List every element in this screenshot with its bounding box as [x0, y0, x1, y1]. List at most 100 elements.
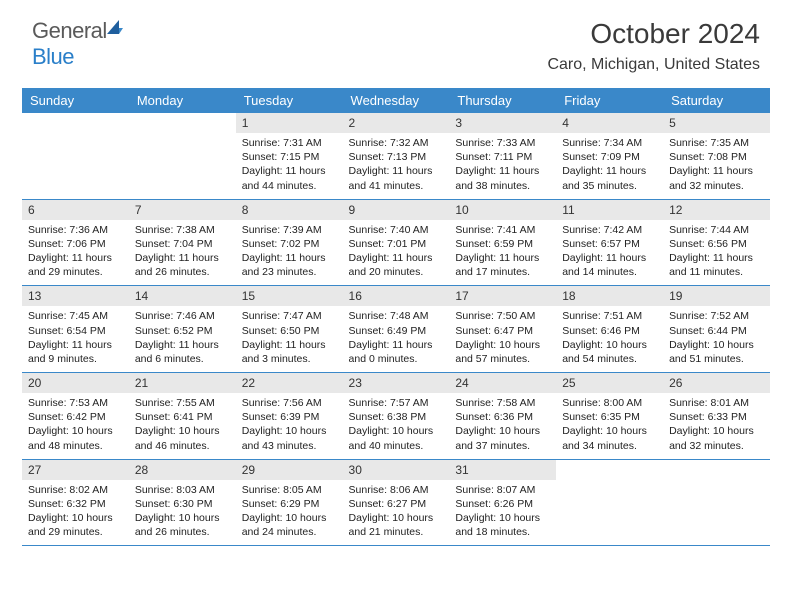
day-content-cell: Sunrise: 7:48 AMSunset: 6:49 PMDaylight:… — [343, 306, 450, 372]
sunset-line: Sunset: 7:15 PM — [242, 150, 337, 164]
day-number-cell: 10 — [449, 199, 556, 220]
daylight-line: Daylight: 11 hours and 35 minutes. — [562, 164, 657, 192]
sunrise-line: Sunrise: 8:02 AM — [28, 483, 123, 497]
sunrise-line: Sunrise: 8:00 AM — [562, 396, 657, 410]
day-number-cell: 11 — [556, 199, 663, 220]
day-number-cell: 6 — [22, 199, 129, 220]
day-content-row: Sunrise: 7:36 AMSunset: 7:06 PMDaylight:… — [22, 220, 770, 286]
sunrise-line: Sunrise: 8:01 AM — [669, 396, 764, 410]
month-title: October 2024 — [547, 18, 760, 50]
sunrise-line: Sunrise: 7:40 AM — [349, 223, 444, 237]
day-content-cell — [556, 480, 663, 546]
daylight-line: Daylight: 11 hours and 17 minutes. — [455, 251, 550, 279]
sunset-line: Sunset: 6:33 PM — [669, 410, 764, 424]
day-number-cell: 9 — [343, 199, 450, 220]
daylight-line: Daylight: 11 hours and 9 minutes. — [28, 338, 123, 366]
day-number-cell — [22, 113, 129, 133]
day-number-cell: 4 — [556, 113, 663, 133]
day-number-row: 6789101112 — [22, 199, 770, 220]
sunset-line: Sunset: 6:26 PM — [455, 497, 550, 511]
day-number-cell: 13 — [22, 286, 129, 307]
sunrise-line: Sunrise: 7:45 AM — [28, 309, 123, 323]
daylight-line: Daylight: 11 hours and 41 minutes. — [349, 164, 444, 192]
day-number-cell: 26 — [663, 373, 770, 394]
calendar-body: 12345 Sunrise: 7:31 AMSunset: 7:15 PM Dayl… — [22, 113, 770, 546]
day-content-cell: Sunrise: 7:32 AMSunset: 7:13 PMDaylight:… — [343, 133, 450, 199]
page-header: General Blue October 2024 Caro, Michigan… — [0, 0, 792, 74]
daylight-line: Daylight: 10 hours and 26 minutes. — [135, 511, 230, 539]
day-header: Tuesday — [236, 88, 343, 113]
day-content-cell: Sunrise: 7:39 AMSunset: 7:02 PMDaylight:… — [236, 220, 343, 286]
day-number-row: 20212223242526 — [22, 373, 770, 394]
sunset-line: Sunset: 6:59 PM — [455, 237, 550, 251]
daylight-line: Daylight: 10 hours and 29 minutes. — [28, 511, 123, 539]
sunrise-line: Sunrise: 8:05 AM — [242, 483, 337, 497]
day-number-cell: 22 — [236, 373, 343, 394]
sunset-line: Sunset: 6:36 PM — [455, 410, 550, 424]
day-content-cell: Sunrise: 7:52 AMSunset: 6:44 PMDaylight:… — [663, 306, 770, 372]
daylight-line: Daylight: 10 hours and 46 minutes. — [135, 424, 230, 452]
sunrise-line: Sunrise: 8:07 AM — [455, 483, 550, 497]
day-content-cell: Sunrise: 8:03 AMSunset: 6:30 PMDaylight:… — [129, 480, 236, 546]
sunrise-line: Sunrise: 7:51 AM — [562, 309, 657, 323]
sunrise-line: Sunrise: 7:38 AM — [135, 223, 230, 237]
sunrise-line: Sunrise: 7:57 AM — [349, 396, 444, 410]
day-content-row: Sunrise: 7:45 AMSunset: 6:54 PMDaylight:… — [22, 306, 770, 372]
day-number-cell: 20 — [22, 373, 129, 394]
daylight-line: Daylight: 10 hours and 51 minutes. — [669, 338, 764, 366]
sunset-line: Sunset: 6:44 PM — [669, 324, 764, 338]
day-header: Wednesday — [343, 88, 450, 113]
day-content-cell: Sunrise: 8:01 AMSunset: 6:33 PMDaylight:… — [663, 393, 770, 459]
sunset-line: Sunset: 6:42 PM — [28, 410, 123, 424]
daylight-line: Daylight: 10 hours and 57 minutes. — [455, 338, 550, 366]
day-content-cell: Sunrise: 7:44 AMSunset: 6:56 PMDaylight:… — [663, 220, 770, 286]
sunrise-line: Sunrise: 7:56 AM — [242, 396, 337, 410]
day-content-cell: Sunrise: 7:58 AMSunset: 6:36 PMDaylight:… — [449, 393, 556, 459]
day-content-cell: Sunrise: 7:33 AMSunset: 7:11 PMDaylight:… — [449, 133, 556, 199]
sunrise-line: Sunrise: 7:42 AM — [562, 223, 657, 237]
sunrise-line: Sunrise: 7:50 AM — [455, 309, 550, 323]
sunset-line: Sunset: 6:39 PM — [242, 410, 337, 424]
sunrise-line: Sunrise: 7:39 AM — [242, 223, 337, 237]
day-number-row: 12345 — [22, 113, 770, 133]
day-number-cell: 25 — [556, 373, 663, 394]
sunset-line: Sunset: 7:06 PM — [28, 237, 123, 251]
sunset-line: Sunset: 6:41 PM — [135, 410, 230, 424]
day-number-cell: 18 — [556, 286, 663, 307]
day-number-cell: 8 — [236, 199, 343, 220]
daylight-line: Daylight: 11 hours and 6 minutes. — [135, 338, 230, 366]
sunset-line: Sunset: 6:46 PM — [562, 324, 657, 338]
sunset-line: Sunset: 7:08 PM — [669, 150, 764, 164]
sunrise-line: Sunrise: 7:53 AM — [28, 396, 123, 410]
daylight-line: Daylight: 11 hours and 29 minutes. — [28, 251, 123, 279]
sunrise-line: Sunrise: 7:33 AM — [455, 136, 550, 150]
sunset-line: Sunset: 7:02 PM — [242, 237, 337, 251]
brand-part2: Blue — [32, 44, 74, 69]
sunrise-line: Sunrise: 7:48 AM — [349, 309, 444, 323]
daylight-line: Daylight: 10 hours and 24 minutes. — [242, 511, 337, 539]
sunrise-line: Sunrise: 7:31 AM — [242, 136, 337, 150]
day-content-cell: Sunrise: 7:50 AMSunset: 6:47 PMDaylight:… — [449, 306, 556, 372]
daylight-line: Daylight: 10 hours and 48 minutes. — [28, 424, 123, 452]
daylight-line: Daylight: 11 hours and 32 minutes. — [669, 164, 764, 192]
daylight-line: Daylight: 11 hours and 38 minutes. — [455, 164, 550, 192]
sunset-line: Sunset: 6:27 PM — [349, 497, 444, 511]
day-content-cell: Sunrise: 7:34 AMSunset: 7:09 PMDaylight:… — [556, 133, 663, 199]
sunrise-line: Sunrise: 7:41 AM — [455, 223, 550, 237]
day-content-cell — [129, 133, 236, 199]
sail-icon — [105, 18, 125, 38]
day-content-cell: Sunrise: 7:40 AMSunset: 7:01 PMDaylight:… — [343, 220, 450, 286]
sunrise-line: Sunrise: 8:06 AM — [349, 483, 444, 497]
brand-text: General Blue — [32, 18, 125, 70]
sunrise-line: Sunrise: 7:58 AM — [455, 396, 550, 410]
day-content-cell: Sunrise: 7:53 AMSunset: 6:42 PMDaylight:… — [22, 393, 129, 459]
daylight-line: Daylight: 10 hours and 54 minutes. — [562, 338, 657, 366]
day-number-cell: 28 — [129, 459, 236, 480]
day-content-cell: Sunrise: 7:47 AMSunset: 6:50 PMDaylight:… — [236, 306, 343, 372]
daylight-line: Daylight: 10 hours and 43 minutes. — [242, 424, 337, 452]
sunrise-line: Sunrise: 7:35 AM — [669, 136, 764, 150]
day-number-cell: 1 — [236, 113, 343, 133]
daylight-line: Daylight: 11 hours and 20 minutes. — [349, 251, 444, 279]
day-content-cell: Sunrise: 8:07 AMSunset: 6:26 PMDaylight:… — [449, 480, 556, 546]
sunrise-line: Sunrise: 7:52 AM — [669, 309, 764, 323]
